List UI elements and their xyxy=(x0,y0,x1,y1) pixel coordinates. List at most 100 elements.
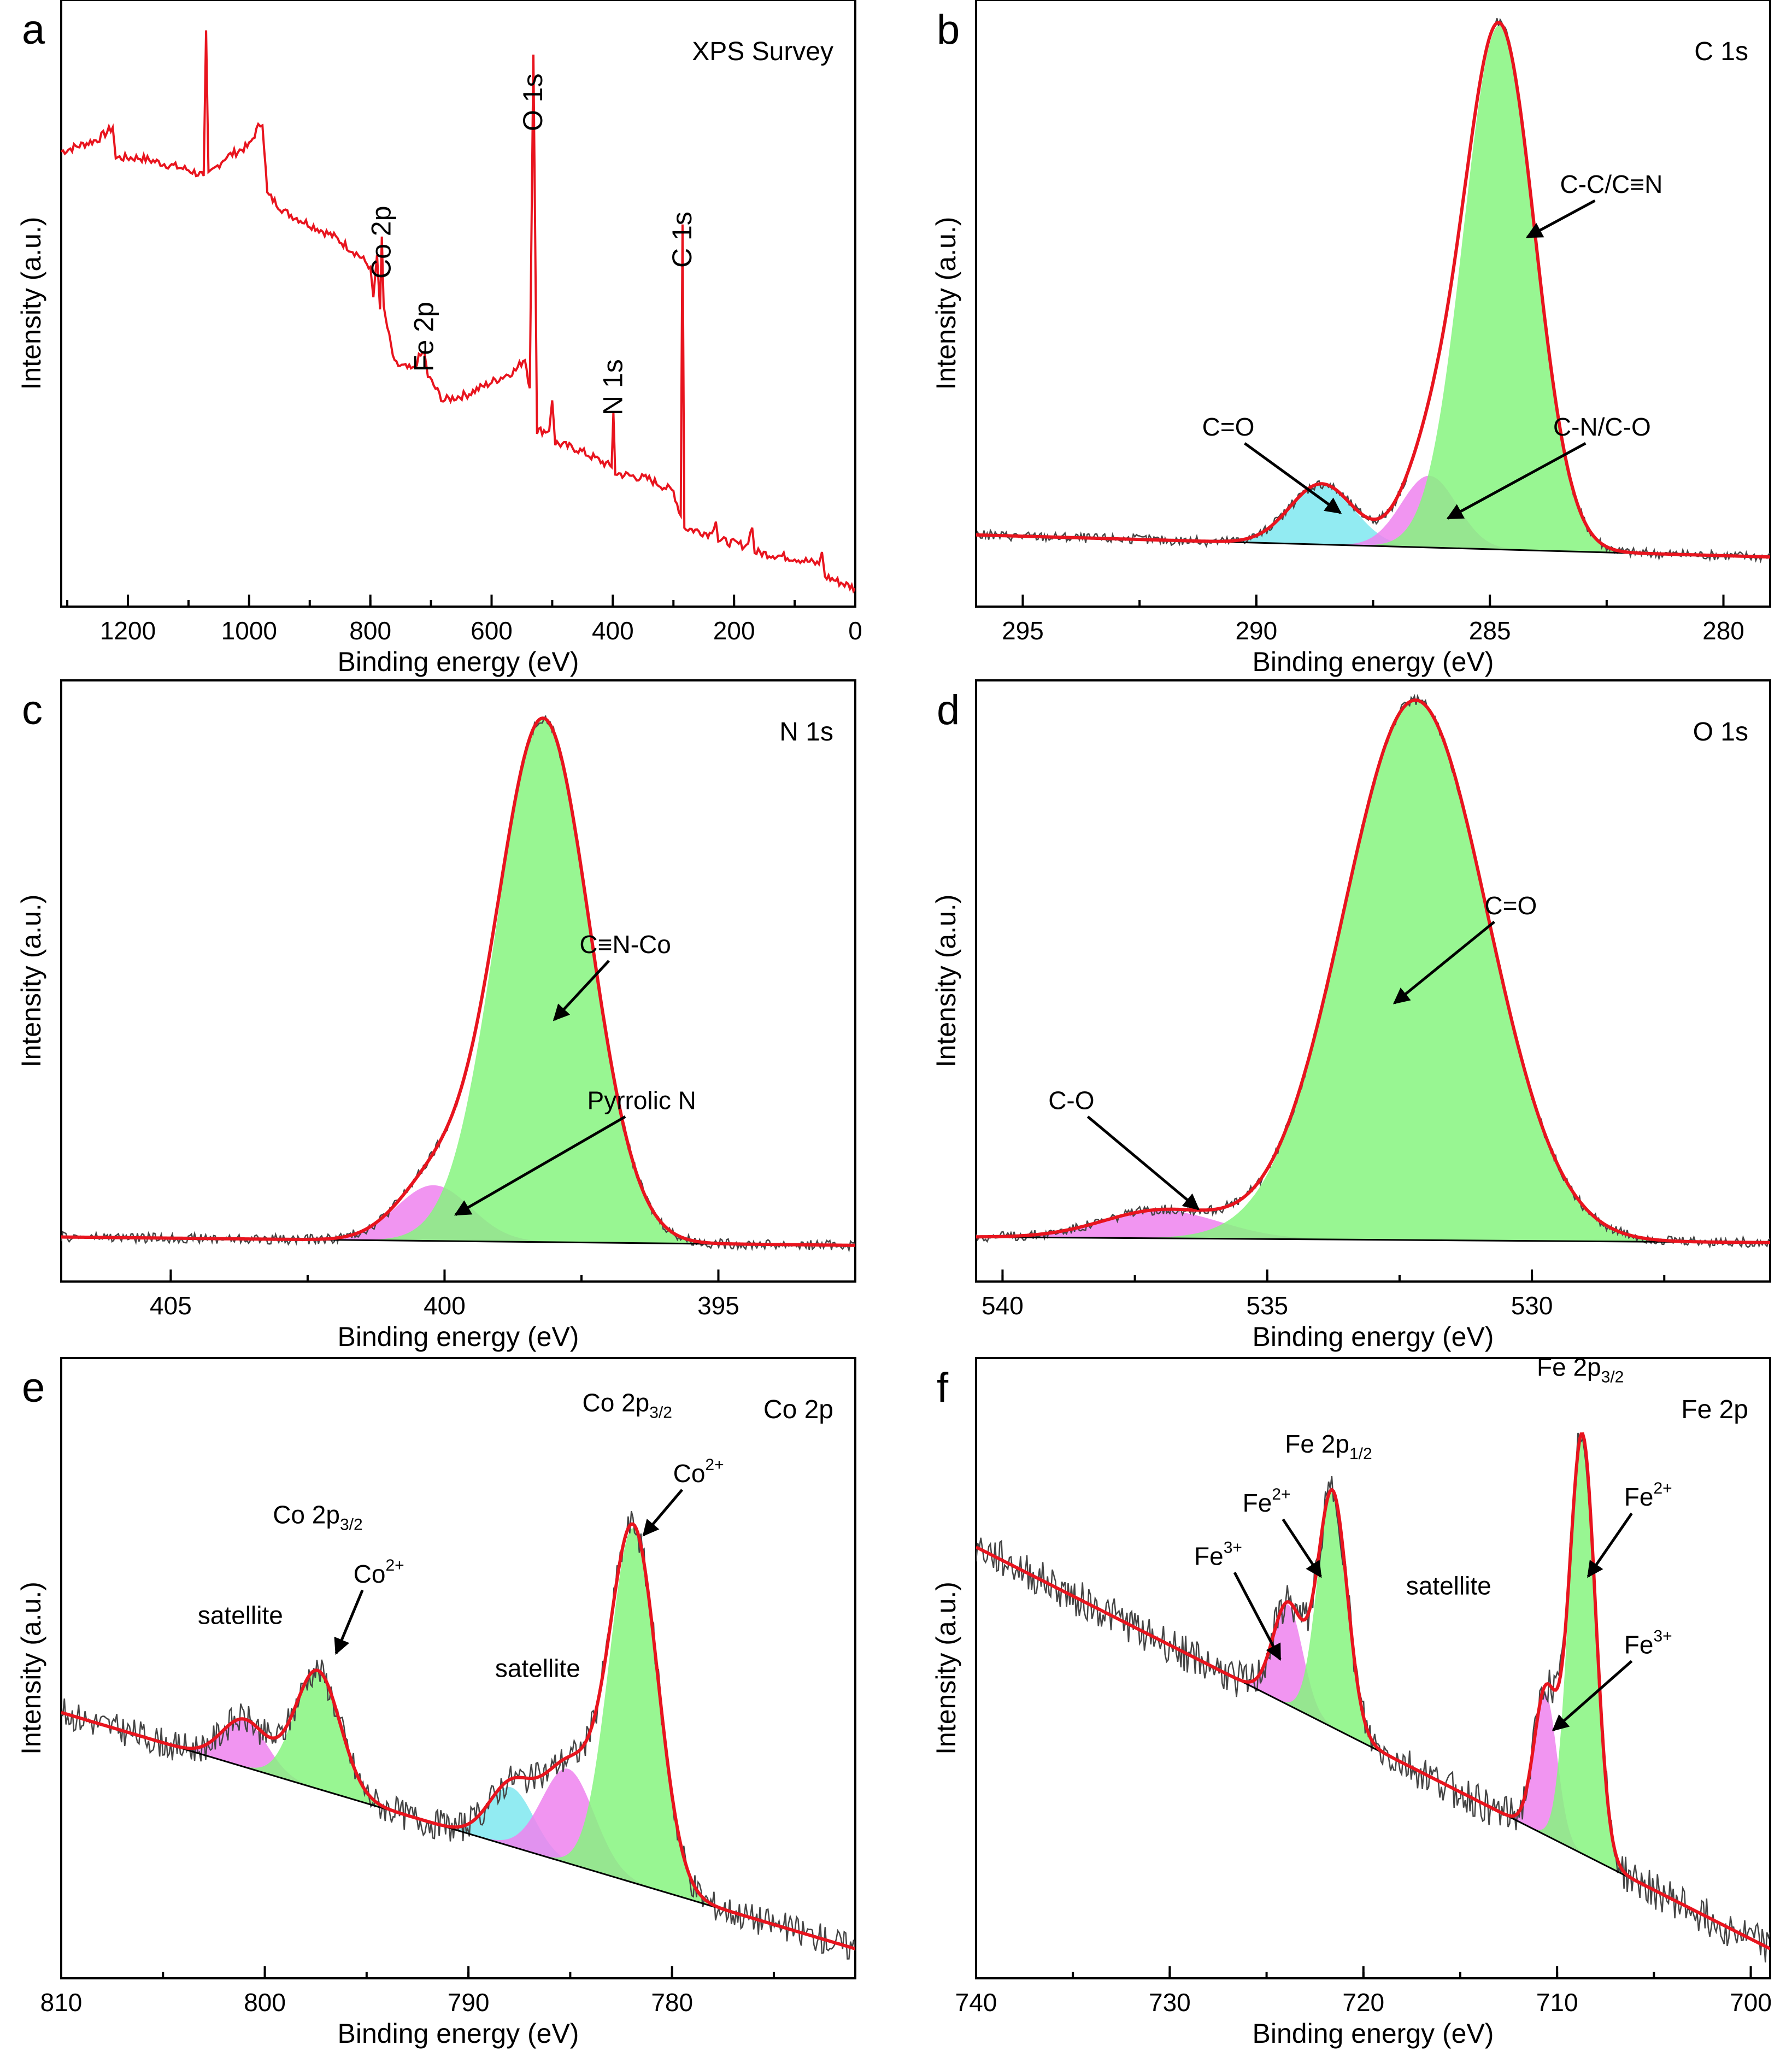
component-peak-magenta xyxy=(1198,1604,1378,1750)
peak-annotation: Co 2p xyxy=(366,206,397,279)
panel-letter: b xyxy=(937,7,960,53)
x-tick-label: 600 xyxy=(471,616,513,645)
x-tick-label: 535 xyxy=(1246,1291,1288,1320)
component-peak-magenta xyxy=(410,1768,727,1911)
x-axis-label: Binding energy (eV) xyxy=(1253,647,1494,677)
x-tick-label: 405 xyxy=(150,1291,192,1320)
panel-f: 740 730 720 710 700 Binding energy (eV) Intens… xyxy=(931,1353,1772,2049)
component-peak-green xyxy=(180,1670,455,1830)
fit-envelope-line xyxy=(976,20,1770,559)
panel-title: O 1s xyxy=(1693,718,1748,747)
peak-label: Fe2+ xyxy=(1243,1485,1291,1517)
panel-e: 810 800 790 780 Binding energy (eV) Intensity… xyxy=(16,1357,856,2049)
annotation-arrow xyxy=(1587,1512,1633,1578)
x-tick-label: 290 xyxy=(1235,616,1277,645)
annotation-arrow xyxy=(454,1115,626,1216)
x-axis-label: Binding energy (eV) xyxy=(1253,2018,1494,2049)
component-peak-magenta xyxy=(976,1210,1519,1241)
panel-letter: f xyxy=(937,1365,949,1411)
x-tick-label: 720 xyxy=(1342,1988,1384,2017)
x-tick-label: 280 xyxy=(1702,616,1744,645)
fit-envelope-line xyxy=(61,716,855,1247)
fit-envelope-line xyxy=(976,1432,1770,1950)
peak-label: Co 2p3/2 xyxy=(273,1501,362,1534)
panel-c: 405 400 395 Binding energy (eV) Intensity (a… xyxy=(16,679,856,1352)
plot-area xyxy=(61,30,855,594)
x-tick-label: 780 xyxy=(651,1988,693,2017)
peak-label: Pyrrolic N xyxy=(587,1086,696,1114)
annotation-arrow xyxy=(1086,1115,1200,1210)
x-tick-label: 740 xyxy=(955,1988,997,2017)
annotation-arrow xyxy=(1552,1660,1633,1731)
x-tick-label: 730 xyxy=(1149,1988,1191,2017)
peak-label: Co2+ xyxy=(673,1456,724,1488)
y-axis-label: Intensity (a.u.) xyxy=(931,895,961,1068)
peak-label: Fe 2p3/2 xyxy=(1537,1353,1624,1386)
plot-frame xyxy=(975,679,1771,1283)
plot-area xyxy=(976,693,1770,1249)
peak-annotation: C 1s xyxy=(667,211,697,268)
component-peak-green xyxy=(1501,1435,1662,1894)
annotation-arrow xyxy=(1393,920,1495,1004)
x-tick-label: 200 xyxy=(713,616,755,645)
raw-data-line xyxy=(61,1511,855,1960)
peak-label: satellite xyxy=(198,1601,283,1629)
component-peak-magenta xyxy=(1476,1693,1615,1870)
panel-title: Fe 2p xyxy=(1681,1395,1748,1424)
x-tick-label: 800 xyxy=(349,616,391,645)
plot-frame xyxy=(60,679,856,1283)
x-tick-label: 395 xyxy=(697,1291,739,1320)
annotation-arrow xyxy=(1525,199,1596,239)
peak-label: C-C/C≡N xyxy=(1560,170,1662,198)
annotation-arrow xyxy=(642,1489,684,1537)
x-tick-label: 710 xyxy=(1536,1988,1578,2017)
peak-label: satellite xyxy=(1406,1571,1491,1600)
panel-title: Co 2p xyxy=(763,1395,833,1424)
component-peak-magenta xyxy=(107,1719,383,1808)
raw-data-line xyxy=(976,17,1770,563)
component-peak-green xyxy=(1243,1491,1423,1773)
background-line xyxy=(976,1236,1770,1244)
fit-envelope-line xyxy=(976,698,1770,1244)
peak-label: C=O xyxy=(1484,891,1537,920)
annotation-arrow xyxy=(1233,1572,1282,1661)
survey-spectrum-line xyxy=(61,30,855,594)
x-tick-label: 400 xyxy=(424,1291,466,1320)
plot-area xyxy=(976,1432,1770,1962)
panel-title: XPS Survey xyxy=(692,37,833,66)
fit-envelope-line xyxy=(61,1522,855,1950)
y-axis-label: Intensity (a.u.) xyxy=(931,1582,961,1755)
x-axis-label: Binding energy (eV) xyxy=(338,2018,579,2049)
plot-area xyxy=(976,17,1770,563)
peak-label: C=O xyxy=(1202,413,1255,441)
y-axis-label: Intensity (a.u.) xyxy=(16,895,46,1068)
peak-label: Fe 2p1/2 xyxy=(1285,1430,1372,1463)
annotation-arrow xyxy=(1244,442,1342,514)
x-tick-label: 400 xyxy=(592,616,634,645)
plot-frame xyxy=(60,0,856,608)
plot-frame xyxy=(975,0,1771,608)
x-axis-label: Binding energy (eV) xyxy=(338,647,579,677)
y-axis-label: Intensity (a.u.) xyxy=(16,217,46,390)
panel-letter: d xyxy=(937,687,960,733)
peak-label: Co 2p3/2 xyxy=(582,1388,672,1421)
peak-annotation: N 1s xyxy=(597,359,628,415)
annotation-arrow xyxy=(334,1589,364,1655)
annotation-arrow xyxy=(1282,1518,1322,1578)
peak-annotation: Fe 2p xyxy=(408,302,439,372)
plot-frame xyxy=(975,1357,1771,1979)
plot-area xyxy=(61,715,855,1253)
peak-label: satellite xyxy=(495,1654,580,1683)
x-tick-label: 1000 xyxy=(221,616,277,645)
panel-b: 295 290 285 280 Binding energy (eV) Intensity… xyxy=(931,0,1771,677)
x-tick-label: 0 xyxy=(848,616,862,645)
x-tick-label: 800 xyxy=(244,1988,286,2017)
annotation-arrow xyxy=(1446,442,1587,520)
x-tick-label: 285 xyxy=(1469,616,1511,645)
raw-data-line xyxy=(976,1432,1770,1962)
panel-letter: c xyxy=(22,687,43,733)
x-axis-label: Binding energy (eV) xyxy=(338,1321,579,1352)
peak-label: Fe3+ xyxy=(1194,1538,1242,1570)
x-tick-label: 790 xyxy=(448,1988,490,2017)
x-tick-label: 295 xyxy=(1002,616,1044,645)
